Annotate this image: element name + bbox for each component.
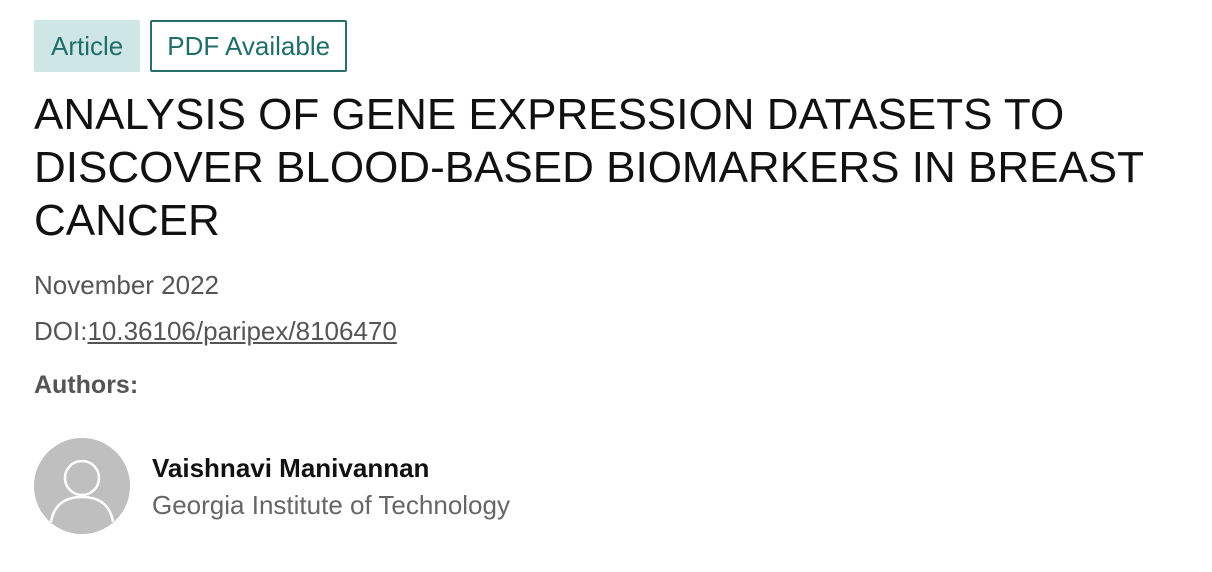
doi-line: DOI:10.36106/paripex/8106470: [34, 314, 1178, 348]
badge-row: Article PDF Available: [34, 20, 1178, 72]
authors-heading: Authors:: [34, 371, 139, 399]
article-type-badge: Article: [34, 20, 141, 72]
author-card[interactable]: Vaishnavi Manivannan Georgia Institute o…: [34, 438, 1178, 534]
doi-prefix: DOI:: [34, 316, 88, 346]
publication-title: ANALYSIS OF GENE EXPRESSION DATASETS TO …: [34, 90, 1144, 245]
pdf-available-badge[interactable]: PDF Available: [150, 20, 348, 72]
publication-date: November 2022: [34, 270, 219, 300]
author-info: Vaishnavi Manivannan Georgia Institute o…: [152, 451, 510, 522]
author-name[interactable]: Vaishnavi Manivannan: [152, 452, 430, 483]
doi-link[interactable]: 10.36106/paripex/8106470: [87, 316, 397, 346]
author-affiliation: Georgia Institute of Technology: [152, 489, 510, 520]
default-user-avatar-icon[interactable]: [34, 438, 130, 534]
